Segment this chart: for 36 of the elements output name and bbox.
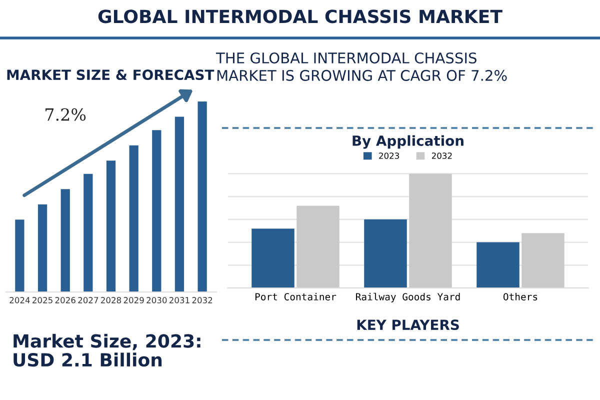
legend-label: 2032 — [432, 152, 452, 159]
bar — [60, 189, 70, 292]
legend-label: 2023 — [379, 152, 399, 159]
x-tick-label: Port Container — [255, 292, 336, 300]
bar — [129, 145, 138, 292]
chart-title: MARKET SIZE & FORECAST — [7, 70, 214, 80]
text: KEY PLAYERS — [357, 320, 459, 330]
x-tick-label: 2031 — [169, 297, 190, 304]
text: GLOBAL INTERMODAL CHASSIS MARKET — [98, 10, 502, 24]
x-tick-label: 2025 — [32, 297, 52, 304]
text: THE GLOBAL INTERMODAL CHASSIS MARKET IS GROWING AT CAGR OF 7.2% — [216, 52, 507, 81]
x-tick-label: 2026 — [55, 297, 76, 304]
x-tick-label: 2032 — [192, 297, 212, 304]
bar — [522, 233, 564, 288]
x-tick-label: Others — [503, 292, 538, 300]
bar — [106, 160, 116, 292]
chart-title: By Application — [352, 135, 464, 149]
x-tick-label: 2024 — [10, 297, 30, 304]
bar — [174, 116, 184, 292]
x-tick-label: 2028 — [101, 297, 122, 304]
bar — [252, 228, 294, 288]
x-tick-label: 2030 — [146, 297, 167, 304]
annotation: 7.2% — [46, 108, 86, 121]
bar — [152, 130, 162, 292]
bar — [84, 174, 93, 292]
x-tick-label: 2029 — [124, 297, 144, 304]
x-tick-label: Railway Goods Yard — [356, 292, 460, 302]
bar — [296, 206, 340, 288]
bar — [364, 219, 407, 288]
bar — [409, 174, 452, 288]
text: Market Size, 2023: USD 2.1 Billion — [14, 334, 200, 367]
bar — [15, 220, 24, 292]
bar — [476, 242, 520, 288]
bar — [38, 204, 48, 292]
x-tick-label: 2027 — [78, 297, 98, 304]
bar — [198, 102, 207, 292]
